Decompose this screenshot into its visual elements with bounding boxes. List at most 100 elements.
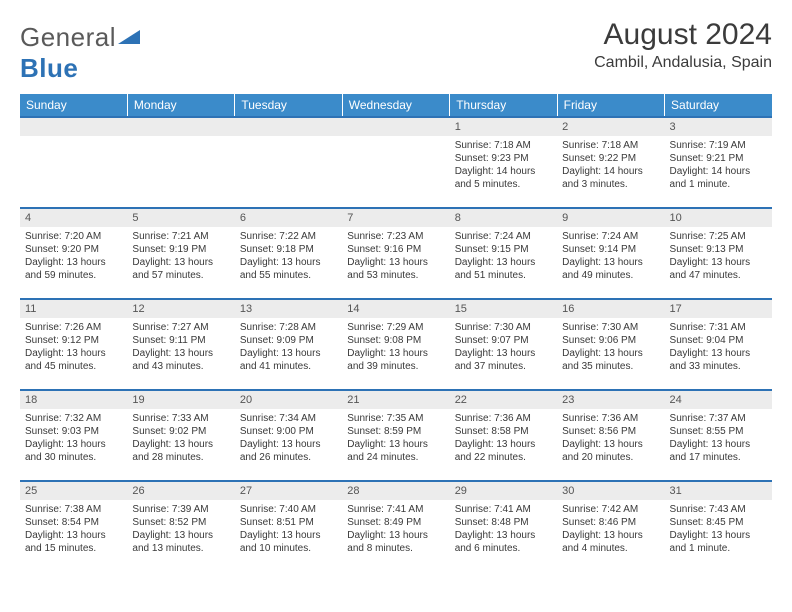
brand-logo: General Blue	[20, 18, 140, 84]
calendar-week: 18Sunrise: 7:32 AMSunset: 9:03 PMDayligh…	[20, 390, 772, 481]
sunset-line: Sunset: 9:08 PM	[347, 335, 421, 346]
month-title: August 2024	[594, 18, 772, 52]
daylight-line: Daylight: 13 hours and 35 minutes.	[562, 348, 643, 372]
calendar-day-cell: 1Sunrise: 7:18 AMSunset: 9:23 PMDaylight…	[450, 117, 557, 208]
sunrise-line: Sunrise: 7:22 AM	[240, 231, 316, 242]
sunrise-line: Sunrise: 7:27 AM	[132, 322, 208, 333]
day-number: 9	[557, 209, 664, 227]
daylight-line: Daylight: 13 hours and 17 minutes.	[670, 439, 751, 463]
sunrise-line: Sunrise: 7:37 AM	[670, 413, 746, 424]
day-number	[127, 118, 234, 136]
calendar-day-cell: 28Sunrise: 7:41 AMSunset: 8:49 PMDayligh…	[342, 481, 449, 571]
sunrise-line: Sunrise: 7:29 AM	[347, 322, 423, 333]
day-details: Sunrise: 7:25 AMSunset: 9:13 PMDaylight:…	[665, 227, 772, 285]
calendar-day-cell: 11Sunrise: 7:26 AMSunset: 9:12 PMDayligh…	[20, 299, 127, 390]
day-details: Sunrise: 7:18 AMSunset: 9:22 PMDaylight:…	[557, 136, 664, 194]
day-details: Sunrise: 7:40 AMSunset: 8:51 PMDaylight:…	[235, 500, 342, 558]
calendar-day-cell	[127, 117, 234, 208]
sunrise-line: Sunrise: 7:25 AM	[670, 231, 746, 242]
calendar-day-cell: 18Sunrise: 7:32 AMSunset: 9:03 PMDayligh…	[20, 390, 127, 481]
day-details: Sunrise: 7:18 AMSunset: 9:23 PMDaylight:…	[450, 136, 557, 194]
day-header: Sunday	[20, 94, 127, 117]
day-number: 24	[665, 391, 772, 409]
sunrise-line: Sunrise: 7:24 AM	[562, 231, 638, 242]
sunset-line: Sunset: 8:52 PM	[132, 517, 206, 528]
header-row: General Blue August 2024 Cambil, Andalus…	[20, 18, 772, 84]
daylight-line: Daylight: 13 hours and 24 minutes.	[347, 439, 428, 463]
day-details: Sunrise: 7:26 AMSunset: 9:12 PMDaylight:…	[20, 318, 127, 376]
day-details: Sunrise: 7:24 AMSunset: 9:14 PMDaylight:…	[557, 227, 664, 285]
day-number: 5	[127, 209, 234, 227]
sunrise-line: Sunrise: 7:43 AM	[670, 504, 746, 515]
day-number: 23	[557, 391, 664, 409]
day-details	[235, 136, 342, 142]
calendar-day-cell: 14Sunrise: 7:29 AMSunset: 9:08 PMDayligh…	[342, 299, 449, 390]
daylight-line: Daylight: 13 hours and 15 minutes.	[25, 530, 106, 554]
calendar-day-cell: 25Sunrise: 7:38 AMSunset: 8:54 PMDayligh…	[20, 481, 127, 571]
day-number: 14	[342, 300, 449, 318]
day-details: Sunrise: 7:34 AMSunset: 9:00 PMDaylight:…	[235, 409, 342, 467]
daylight-line: Daylight: 13 hours and 37 minutes.	[455, 348, 536, 372]
day-details: Sunrise: 7:29 AMSunset: 9:08 PMDaylight:…	[342, 318, 449, 376]
calendar-day-cell: 4Sunrise: 7:20 AMSunset: 9:20 PMDaylight…	[20, 208, 127, 299]
calendar-body: 1Sunrise: 7:18 AMSunset: 9:23 PMDaylight…	[20, 117, 772, 571]
daylight-line: Daylight: 13 hours and 26 minutes.	[240, 439, 321, 463]
calendar-day-cell: 22Sunrise: 7:36 AMSunset: 8:58 PMDayligh…	[450, 390, 557, 481]
sunset-line: Sunset: 9:19 PM	[132, 244, 206, 255]
calendar-day-cell: 13Sunrise: 7:28 AMSunset: 9:09 PMDayligh…	[235, 299, 342, 390]
day-details: Sunrise: 7:42 AMSunset: 8:46 PMDaylight:…	[557, 500, 664, 558]
sunset-line: Sunset: 9:12 PM	[25, 335, 99, 346]
day-header: Friday	[557, 94, 664, 117]
sunrise-line: Sunrise: 7:28 AM	[240, 322, 316, 333]
sunset-line: Sunset: 9:11 PM	[132, 335, 205, 346]
day-number: 22	[450, 391, 557, 409]
sunrise-line: Sunrise: 7:19 AM	[670, 140, 746, 151]
sunset-line: Sunset: 9:21 PM	[670, 153, 744, 164]
sunset-line: Sunset: 8:54 PM	[25, 517, 99, 528]
day-number: 21	[342, 391, 449, 409]
day-details: Sunrise: 7:37 AMSunset: 8:55 PMDaylight:…	[665, 409, 772, 467]
brand-text: General Blue	[20, 22, 140, 84]
day-number	[342, 118, 449, 136]
sunset-line: Sunset: 8:49 PM	[347, 517, 421, 528]
calendar-day-cell: 31Sunrise: 7:43 AMSunset: 8:45 PMDayligh…	[665, 481, 772, 571]
day-number: 27	[235, 482, 342, 500]
sunset-line: Sunset: 8:51 PM	[240, 517, 314, 528]
sunset-line: Sunset: 9:16 PM	[347, 244, 421, 255]
sunrise-line: Sunrise: 7:32 AM	[25, 413, 101, 424]
day-number: 25	[20, 482, 127, 500]
sunset-line: Sunset: 9:23 PM	[455, 153, 529, 164]
daylight-line: Daylight: 13 hours and 49 minutes.	[562, 257, 643, 281]
sunrise-line: Sunrise: 7:18 AM	[562, 140, 638, 151]
sunrise-line: Sunrise: 7:30 AM	[562, 322, 638, 333]
daylight-line: Daylight: 14 hours and 1 minute.	[670, 166, 751, 190]
sunrise-line: Sunrise: 7:41 AM	[455, 504, 531, 515]
calendar-day-cell: 5Sunrise: 7:21 AMSunset: 9:19 PMDaylight…	[127, 208, 234, 299]
daylight-line: Daylight: 13 hours and 13 minutes.	[132, 530, 213, 554]
location-subtitle: Cambil, Andalusia, Spain	[594, 54, 772, 72]
day-header: Wednesday	[342, 94, 449, 117]
day-details: Sunrise: 7:36 AMSunset: 8:58 PMDaylight:…	[450, 409, 557, 467]
day-number: 7	[342, 209, 449, 227]
calendar-day-cell: 23Sunrise: 7:36 AMSunset: 8:56 PMDayligh…	[557, 390, 664, 481]
day-details: Sunrise: 7:30 AMSunset: 9:06 PMDaylight:…	[557, 318, 664, 376]
sunrise-line: Sunrise: 7:21 AM	[132, 231, 208, 242]
day-number: 17	[665, 300, 772, 318]
calendar-table: SundayMondayTuesdayWednesdayThursdayFrid…	[20, 94, 772, 571]
sunrise-line: Sunrise: 7:34 AM	[240, 413, 316, 424]
sunrise-line: Sunrise: 7:36 AM	[455, 413, 531, 424]
calendar-header: SundayMondayTuesdayWednesdayThursdayFrid…	[20, 94, 772, 117]
calendar-day-cell: 12Sunrise: 7:27 AMSunset: 9:11 PMDayligh…	[127, 299, 234, 390]
day-number: 16	[557, 300, 664, 318]
day-details: Sunrise: 7:36 AMSunset: 8:56 PMDaylight:…	[557, 409, 664, 467]
sunset-line: Sunset: 9:07 PM	[455, 335, 529, 346]
day-number: 10	[665, 209, 772, 227]
daylight-line: Daylight: 13 hours and 45 minutes.	[25, 348, 106, 372]
daylight-line: Daylight: 13 hours and 28 minutes.	[132, 439, 213, 463]
day-number: 6	[235, 209, 342, 227]
calendar-day-cell: 2Sunrise: 7:18 AMSunset: 9:22 PMDaylight…	[557, 117, 664, 208]
sunset-line: Sunset: 8:48 PM	[455, 517, 529, 528]
daylight-line: Daylight: 13 hours and 43 minutes.	[132, 348, 213, 372]
day-number: 4	[20, 209, 127, 227]
day-details: Sunrise: 7:31 AMSunset: 9:04 PMDaylight:…	[665, 318, 772, 376]
